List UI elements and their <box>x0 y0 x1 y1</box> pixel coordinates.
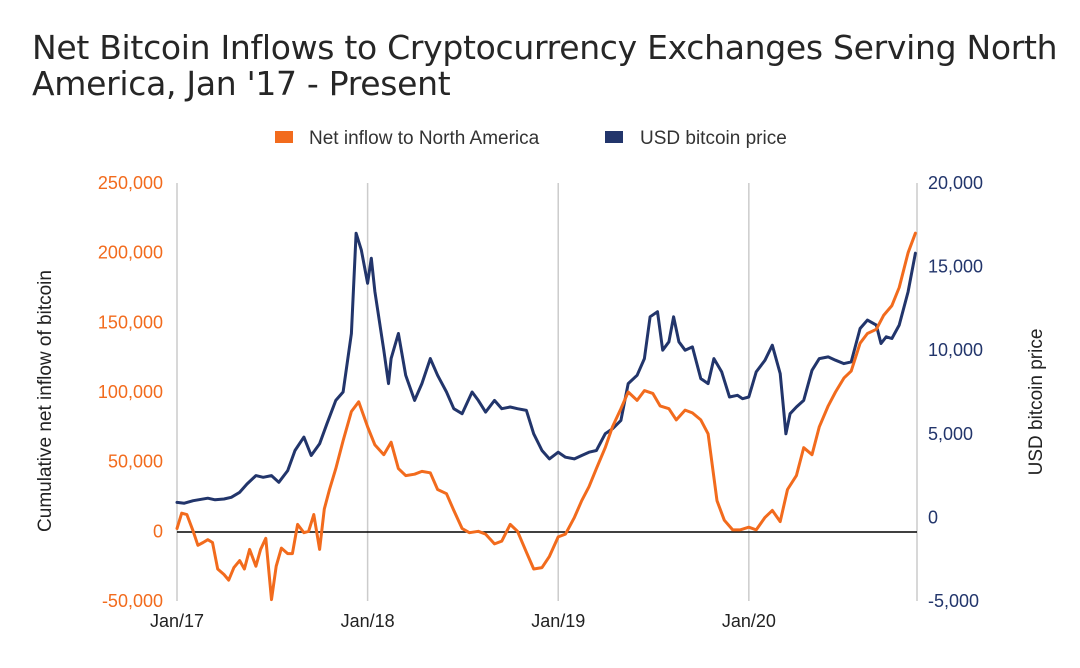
right-tick-label: 10,000 <box>928 340 983 360</box>
x-axis-ticks: Jan/17 Jan/18 Jan/19 Jan/20 <box>150 611 776 631</box>
legend-swatch-price <box>605 131 623 143</box>
right-axis-title: USD bitcoin price <box>1026 329 1047 476</box>
right-tick-label: 15,000 <box>928 257 983 277</box>
legend: Net inflow to North America USD bitcoin … <box>275 128 787 149</box>
left-tick-label: 50,000 <box>108 452 163 472</box>
right-tick-label: 20,000 <box>928 173 983 193</box>
legend-swatch-inflow <box>275 131 293 143</box>
left-tick-label: 150,000 <box>98 312 163 332</box>
price-line <box>175 231 917 505</box>
left-axis-ticks: -50,000 0 50,000 100,000 150,000 200,000 250,0… <box>98 173 163 611</box>
left-tick-label: -50,000 <box>102 591 163 611</box>
right-tick-label: 0 <box>928 507 938 527</box>
plot-series <box>175 231 917 602</box>
right-tick-label: -5,000 <box>928 591 979 611</box>
left-tick-label: 100,000 <box>98 382 163 402</box>
chart-title-line-1: Net Bitcoin Inflows to Cryptocurrency Ex… <box>32 28 1058 67</box>
left-tick-label: 0 <box>153 521 163 541</box>
legend-label-inflow: Net inflow to North America <box>309 128 540 149</box>
right-tick-label: 5,000 <box>928 424 973 444</box>
right-axis-ticks: -5,000 0 5,000 10,000 15,000 20,000 <box>928 173 983 611</box>
left-tick-label: 250,000 <box>98 173 163 193</box>
x-tick-label: Jan/20 <box>722 611 776 631</box>
chart-title-line-2: America, Jan '17 - Present <box>32 64 451 103</box>
left-axis-title: Cumulative net inflow of bitcoin <box>35 270 56 532</box>
left-tick-label: 200,000 <box>98 243 163 263</box>
x-tick-label: Jan/18 <box>341 611 395 631</box>
x-tick-label: Jan/19 <box>531 611 585 631</box>
inflow-line <box>175 231 917 602</box>
x-tick-label: Jan/17 <box>150 611 204 631</box>
chart-title: Net Bitcoin Inflows to Cryptocurrency Ex… <box>32 28 1058 103</box>
legend-label-price: USD bitcoin price <box>640 128 787 149</box>
